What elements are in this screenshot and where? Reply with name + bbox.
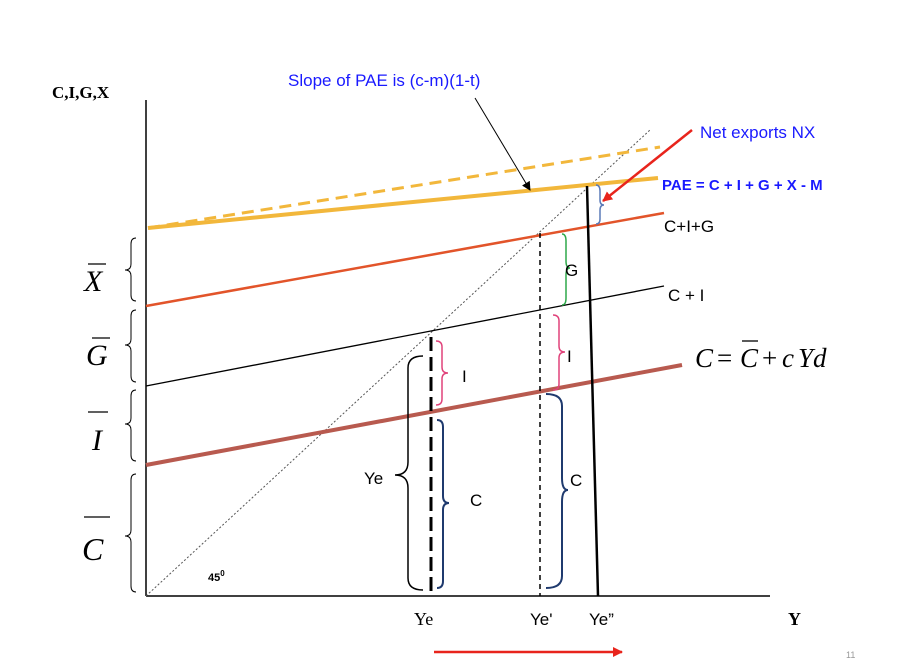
net-exports-brace bbox=[595, 184, 605, 225]
i-bar-symbol: I bbox=[88, 411, 108, 457]
page-number: 11 bbox=[846, 650, 855, 660]
ye-brace bbox=[394, 355, 424, 591]
ci-label: C + I bbox=[668, 286, 704, 305]
c-intercept-brace bbox=[124, 473, 137, 593]
slope-arrow bbox=[474, 97, 531, 191]
y-axis-label: C,I,G,X bbox=[52, 83, 110, 102]
x-tick-ye: Ye bbox=[414, 609, 433, 629]
c-gap-brace-left bbox=[436, 419, 450, 589]
svg-text:I: I bbox=[91, 424, 104, 457]
g-gap-brace-mid bbox=[561, 233, 571, 306]
cig-line bbox=[145, 211, 665, 308]
ye-double-prime-line bbox=[585, 185, 600, 597]
svg-text:C: C bbox=[82, 531, 104, 567]
svg-text:+: + bbox=[762, 343, 777, 373]
i-intercept-brace bbox=[124, 389, 137, 462]
x-tick-ye-prime: Ye' bbox=[530, 610, 552, 629]
forty-five-degree-line bbox=[145, 129, 651, 597]
svg-text:Yd: Yd bbox=[798, 343, 827, 373]
x-intercept-brace bbox=[124, 237, 137, 302]
c-gap-label-left: C bbox=[470, 491, 482, 510]
pae-equation-label: PAE = C + I + G + X - M bbox=[662, 177, 823, 194]
i-gap-label-mid: I bbox=[567, 347, 572, 366]
consumption-line bbox=[145, 363, 683, 467]
svg-text:=: = bbox=[717, 343, 732, 373]
c-gap-label-mid: C bbox=[570, 471, 582, 490]
svg-text:C: C bbox=[740, 343, 759, 373]
svg-text:c: c bbox=[782, 343, 794, 373]
g-gap-label-mid: G bbox=[565, 261, 578, 280]
svg-text:C: C bbox=[695, 343, 714, 373]
net-exports-annotation: Net exports NX bbox=[700, 123, 815, 142]
svg-text:X: X bbox=[83, 265, 104, 298]
g-bar-symbol: G bbox=[86, 337, 110, 372]
slope-annotation: Slope of PAE is (c-m)(1-t) bbox=[288, 71, 480, 90]
c-gap-brace-mid bbox=[545, 393, 569, 589]
i-gap-brace-mid bbox=[552, 314, 566, 391]
pae-line bbox=[147, 176, 659, 230]
g-intercept-brace bbox=[124, 309, 137, 383]
cig-label: C+I+G bbox=[664, 217, 714, 236]
x-bar-symbol: X bbox=[83, 263, 106, 298]
i-gap-brace-left bbox=[435, 340, 449, 406]
c-bar-symbol: C bbox=[82, 516, 110, 567]
ci-line bbox=[145, 285, 665, 387]
angle-label: 450 bbox=[208, 569, 225, 584]
i-gap-label-left: I bbox=[462, 367, 467, 386]
pae-dashed-line bbox=[147, 145, 661, 230]
net-exports-arrow bbox=[602, 129, 693, 202]
consumption-function-label: C = C + c Yd bbox=[695, 340, 827, 373]
svg-text:G: G bbox=[86, 339, 108, 372]
x-axis-label: Y bbox=[788, 609, 801, 629]
ye-brace-label: Ye bbox=[364, 469, 383, 488]
x-tick-ye-double-prime: Ye” bbox=[589, 610, 614, 629]
